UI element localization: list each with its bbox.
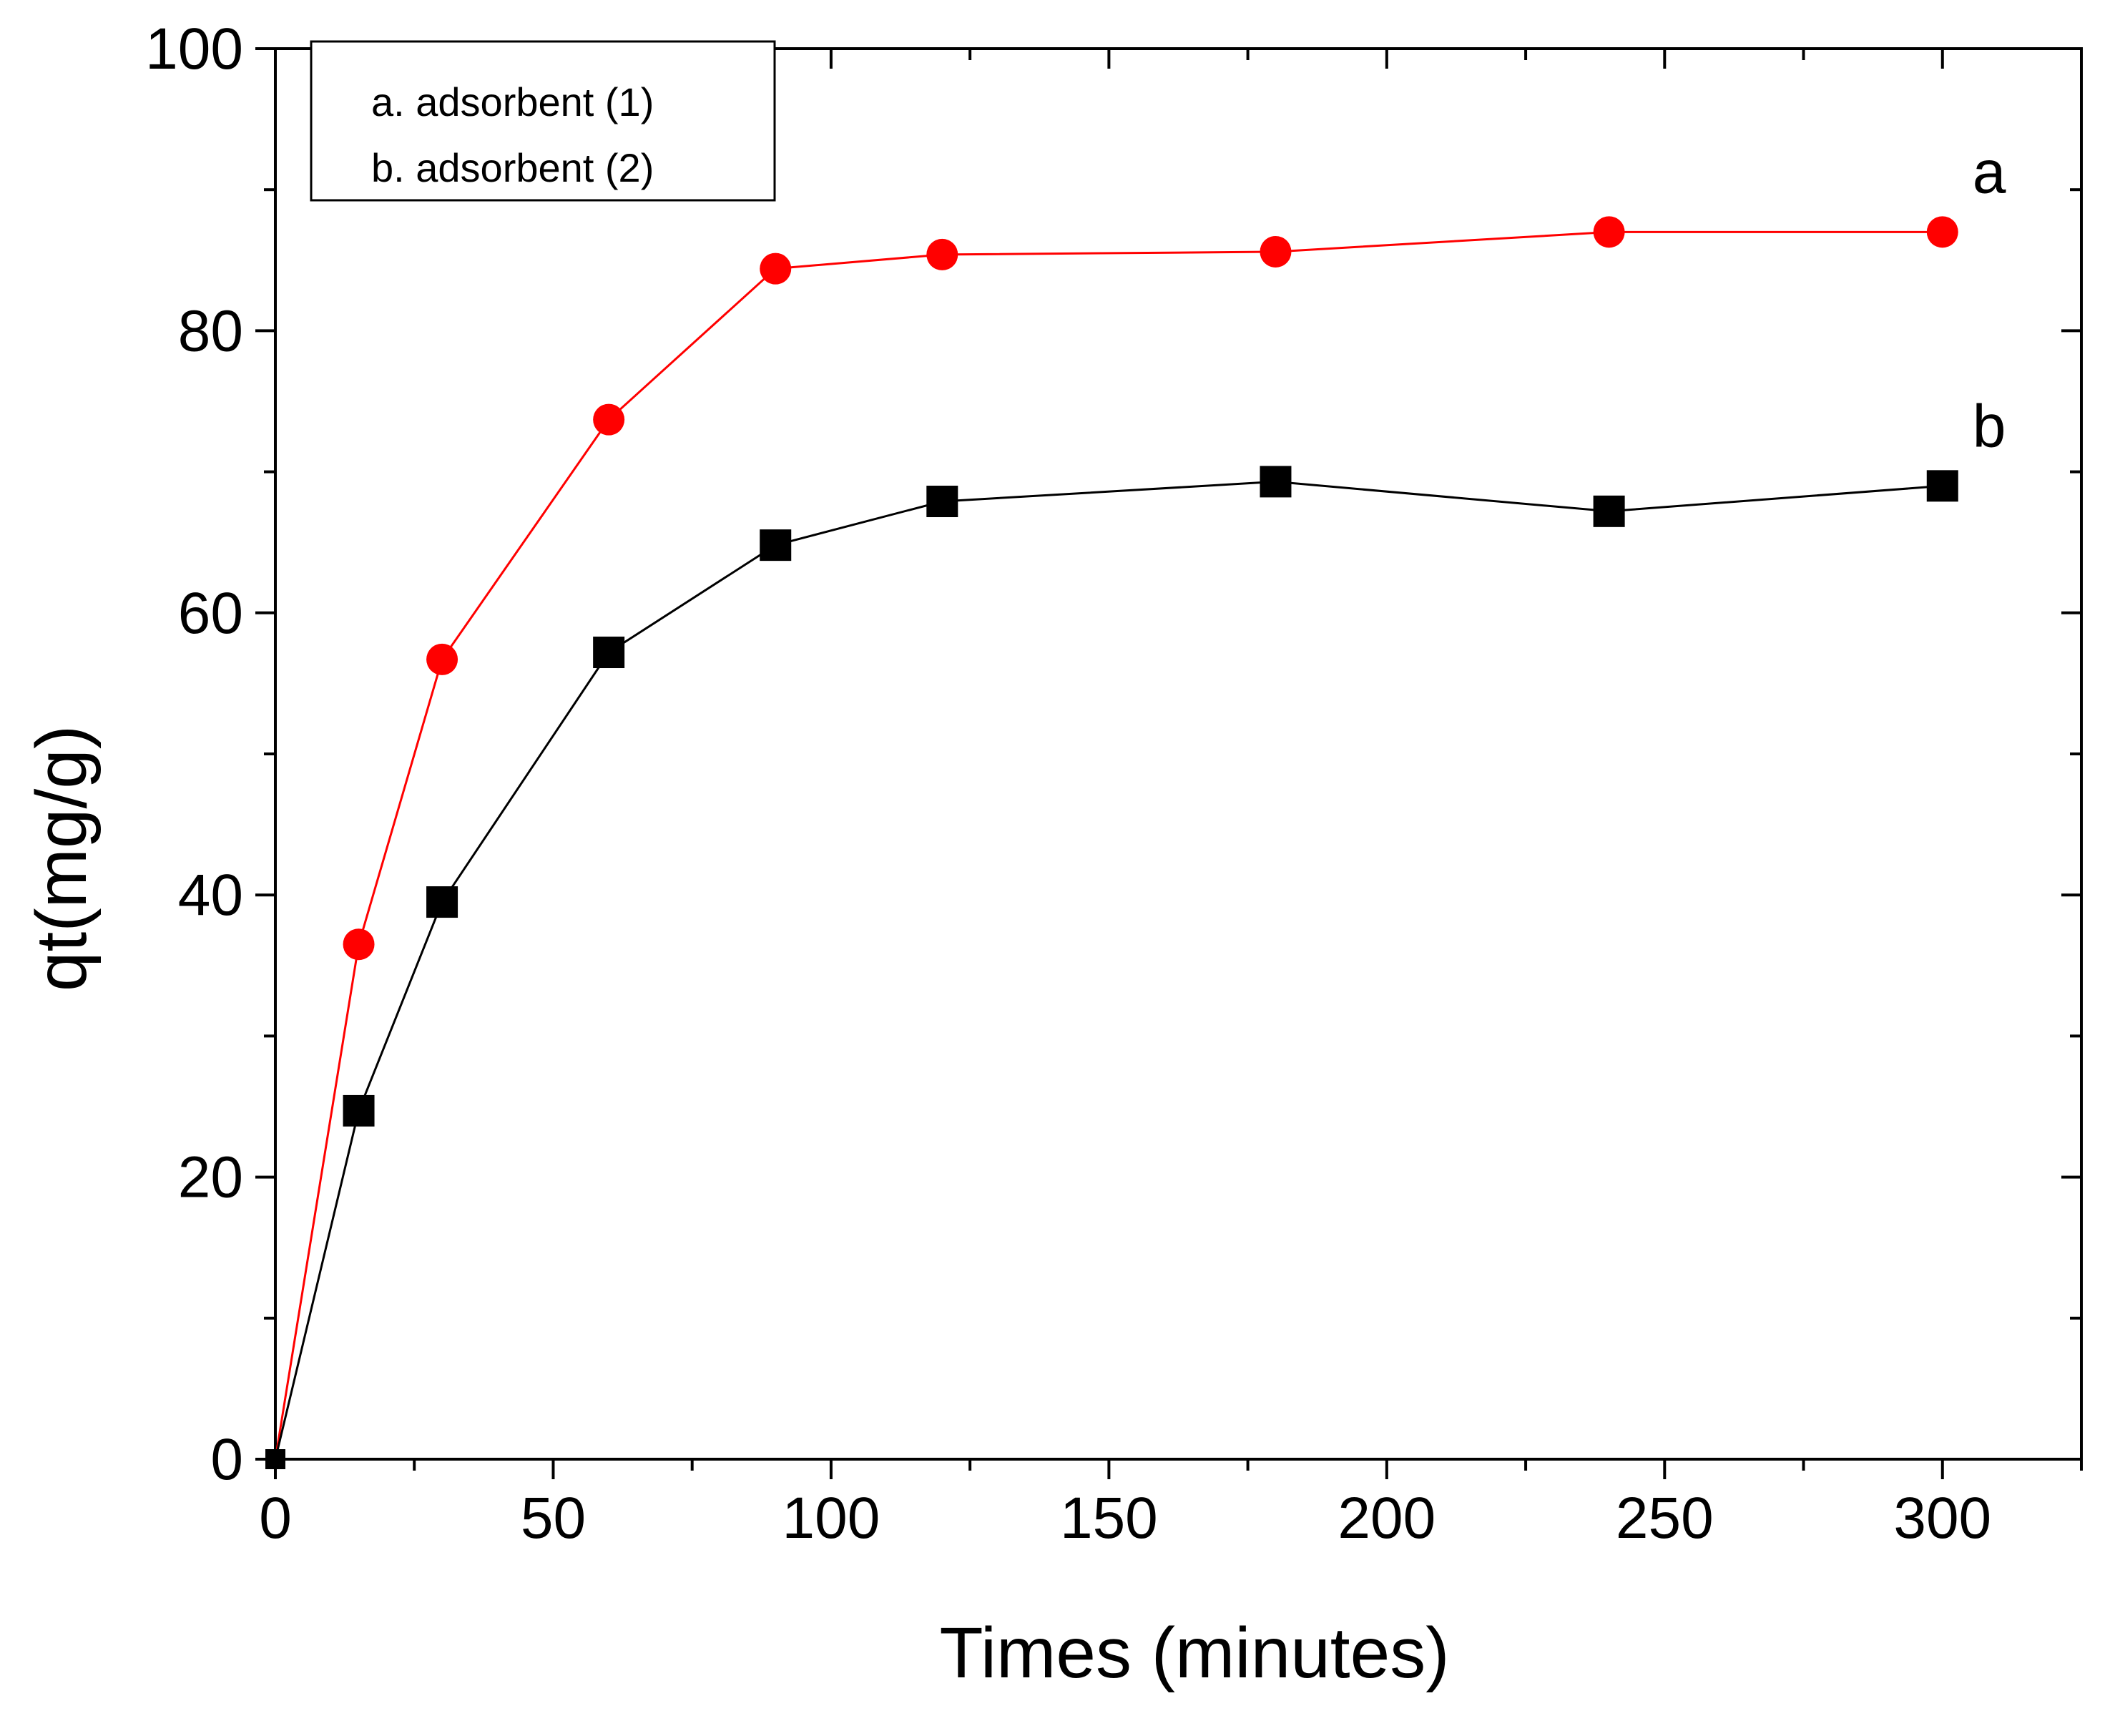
y-tick-label: 60 <box>178 581 243 646</box>
data-point <box>926 486 958 518</box>
y-tick-label: 20 <box>178 1145 243 1210</box>
series-group: ab <box>265 138 2006 1469</box>
series-a: a <box>265 138 2006 1469</box>
series-end-label: b <box>1973 392 2006 459</box>
legend-entry-b: b. adsorbent (2) <box>371 145 654 190</box>
data-point <box>593 637 625 669</box>
data-point <box>593 403 625 436</box>
x-tick-label: 300 <box>1893 1486 1991 1551</box>
y-tick-label: 40 <box>178 863 243 928</box>
data-point <box>343 928 375 961</box>
legend: a. adsorbent (1) b. adsorbent (2) <box>310 40 776 202</box>
data-point <box>1260 235 1292 268</box>
y-tick-label: 100 <box>145 16 243 82</box>
series-end-label: a <box>1973 138 2006 205</box>
data-point <box>1926 470 1958 502</box>
data-point <box>1926 216 1958 248</box>
y-tick-label: 0 <box>210 1427 243 1492</box>
x-tick-label: 0 <box>259 1486 292 1551</box>
data-point <box>426 643 458 675</box>
data-point <box>343 1094 375 1127</box>
x-tick-label: 100 <box>782 1486 880 1551</box>
series-b: b <box>265 392 2006 1469</box>
data-point <box>1260 466 1292 498</box>
x-tick-label: 250 <box>1616 1486 1714 1551</box>
data-point <box>426 886 458 918</box>
legend-box <box>310 40 776 202</box>
data-point <box>265 1449 285 1469</box>
data-point <box>760 252 792 285</box>
x-tick-label: 50 <box>521 1486 586 1551</box>
axes-group: 0 50 100 150 200 250 300 0 20 40 60 80 100 <box>145 16 2083 1551</box>
data-point <box>926 238 958 270</box>
x-tick-label: 200 <box>1338 1486 1436 1551</box>
data-point <box>760 529 792 561</box>
data-point <box>1593 495 1625 527</box>
x-axis-label: Times (minutes) <box>939 1613 1449 1693</box>
y-tick-label: 80 <box>178 298 243 363</box>
x-tick-label: 150 <box>1060 1486 1158 1551</box>
legend-entry-a: a. adsorbent (1) <box>371 79 654 124</box>
y-axis-label: qt(mg/g) <box>21 725 102 991</box>
data-point <box>1593 216 1625 248</box>
